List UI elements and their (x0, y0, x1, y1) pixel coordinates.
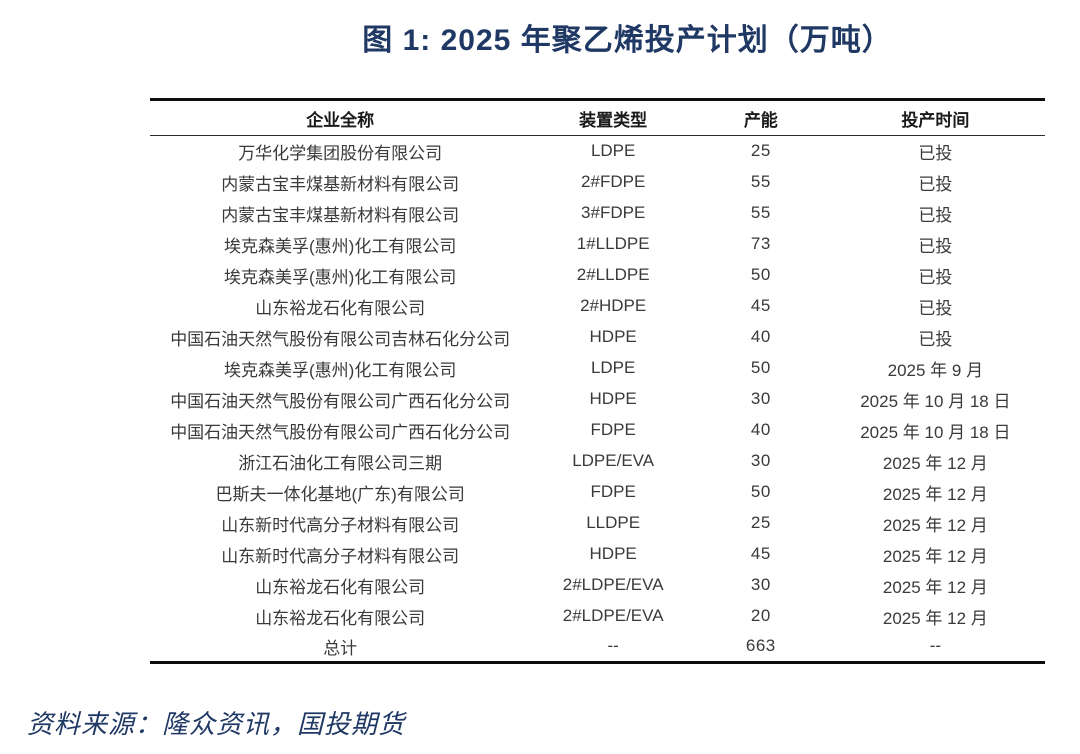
table-header-row: 企业全称 装置类型 产能 投产时间 (150, 98, 1045, 136)
cell-unit-type: 3#FDPE (581, 203, 646, 222)
cell-unit-type: FDPE (590, 420, 636, 439)
cell-unit-type: FDPE (590, 482, 636, 501)
table-row: 巴斯夫一体化基地(广东)有限公司 FDPE 50 2025 年 12 月 (150, 477, 1045, 508)
cell-company: 埃克森美孚(惠州)化工有限公司 (224, 236, 457, 256)
cell-company: 内蒙古宝丰煤基新材料有限公司 (221, 174, 460, 194)
cell-capacity: 20 (750, 606, 771, 625)
cell-company: 万华化学集团股份有限公司 (238, 143, 443, 163)
cell-start-time: 已投 (918, 143, 953, 163)
cell-start-time: 2025 年 10 月 18 日 (860, 391, 1011, 411)
figure-title: 图 1: 2025 年聚乙烯投产计划（万吨） (362, 24, 893, 57)
cell-capacity: 40 (750, 327, 771, 346)
cell-capacity: 30 (750, 451, 771, 470)
cell-unit-type: 2#LDPE/EVA (562, 575, 664, 594)
cell-unit-type: HDPE (589, 544, 637, 563)
cell-start-time: 2025 年 12 月 (882, 608, 988, 628)
cell-start-time: 已投 (918, 329, 953, 349)
cell-unit-type: HDPE (589, 327, 637, 346)
table-row: 中国石油天然气股份有限公司广西石化分公司 HDPE 30 2025 年 10 月 18… (150, 384, 1045, 415)
cell-company: 山东裕龙石化有限公司 (255, 298, 426, 318)
col-header-unit-type: 装置类型 (530, 98, 696, 136)
table-row: 内蒙古宝丰煤基新材料有限公司 2#FDPE 55 已投 (150, 167, 1045, 198)
cell-start-time: 2025 年 9 月 (887, 360, 984, 380)
cell-capacity: 73 (750, 234, 771, 253)
table-row: 万华化学集团股份有限公司 LDPE 25 已投 (150, 136, 1045, 167)
source-note: 资料来源：隆众资讯，国投期货 (27, 709, 406, 739)
cell-company: 埃克森美孚(惠州)化工有限公司 (224, 267, 457, 287)
cell-unit-type: 2#LDPE/EVA (562, 606, 664, 625)
col-header-company: 企业全称 (150, 98, 531, 136)
cell-start-time: 已投 (918, 236, 953, 256)
cell-start-time: 2025 年 10 月 18 日 (860, 422, 1011, 442)
table-row: 埃克森美孚(惠州)化工有限公司 2#LLDPE 50 已投 (150, 260, 1045, 291)
cell-company: 中国石油天然气股份有限公司广西石化分公司 (170, 422, 511, 442)
cell-company: 巴斯夫一体化基地(广东)有限公司 (215, 484, 465, 504)
cell-company: 山东裕龙石化有限公司 (255, 577, 426, 597)
table-row: 总计 -- 663 -- (150, 631, 1045, 664)
cell-company: 浙江石油化工有限公司三期 (238, 453, 443, 473)
cell-unit-type: LLDPE (586, 513, 641, 532)
cell-start-time: 2025 年 12 月 (882, 484, 988, 504)
table-row: 山东裕龙石化有限公司 2#LDPE/EVA 30 2025 年 12 月 (150, 570, 1045, 601)
cell-unit-type: LDPE (590, 358, 636, 377)
cell-start-time: 2025 年 12 月 (882, 453, 988, 473)
table-row: 内蒙古宝丰煤基新材料有限公司 3#FDPE 55 已投 (150, 198, 1045, 229)
cell-unit-type: 2#FDPE (581, 172, 646, 191)
cell-start-time: 已投 (918, 267, 953, 287)
cell-capacity: 45 (750, 544, 771, 563)
cell-company: 中国石油天然气股份有限公司吉林石化分公司 (170, 329, 511, 349)
cell-unit-type: LDPE/EVA (572, 451, 655, 470)
cell-capacity: 50 (750, 482, 771, 501)
cell-company: 山东新时代高分子材料有限公司 (221, 515, 460, 535)
table-row: 浙江石油化工有限公司三期 LDPE/EVA 30 2025 年 12 月 (150, 446, 1045, 477)
cell-start-time: 已投 (918, 205, 953, 225)
cell-company: 山东裕龙石化有限公司 (255, 608, 426, 628)
cell-company: 总计 (150, 631, 531, 664)
cell-capacity: 40 (750, 420, 771, 439)
table-body: 万华化学集团股份有限公司 LDPE 25 已投 内蒙古宝丰煤基新材料有限公司 2#FDPE… (150, 136, 1045, 664)
cell-capacity: 30 (750, 389, 771, 408)
table-row: 中国石油天然气股份有限公司广西石化分公司 FDPE 40 2025 年 10 月 18… (150, 415, 1045, 446)
cell-company: 内蒙古宝丰煤基新材料有限公司 (221, 205, 460, 225)
cell-company: 中国石油天然气股份有限公司广西石化分公司 (170, 391, 511, 411)
cell-unit-type: HDPE (589, 389, 637, 408)
cell-capacity: 50 (750, 358, 771, 377)
cell-capacity: 45 (750, 296, 771, 315)
col-header-start-time: 投产时间 (825, 98, 1045, 136)
cell-start-time: 2025 年 12 月 (882, 577, 988, 597)
cell-start-time: 2025 年 12 月 (882, 515, 988, 535)
cell-unit-type: 1#LLDPE (576, 234, 650, 253)
cell-start-time: 已投 (918, 174, 953, 194)
cell-capacity: 55 (750, 172, 771, 191)
cell-capacity: 25 (750, 141, 771, 161)
table-row: 山东新时代高分子材料有限公司 LLDPE 25 2025 年 12 月 (150, 508, 1045, 539)
table-row: 中国石油天然气股份有限公司吉林石化分公司 HDPE 40 已投 (150, 322, 1045, 353)
cell-unit-type: 2#HDPE (580, 296, 647, 315)
cell-capacity: 663 (695, 631, 826, 664)
cell-unit-type: -- (530, 631, 696, 664)
cell-start-time: 2025 年 12 月 (882, 546, 988, 566)
cell-capacity: 50 (750, 265, 771, 284)
table-row: 埃克森美孚(惠州)化工有限公司 1#LLDPE 73 已投 (150, 229, 1045, 260)
production-plan-table: 企业全称 装置类型 产能 投产时间 万华化学集团股份有限公司 LDPE 25 已投 内蒙… (150, 98, 1045, 664)
cell-capacity: 55 (750, 203, 771, 222)
table-row: 山东裕龙石化有限公司 2#HDPE 45 已投 (150, 291, 1045, 322)
cell-company: 山东新时代高分子材料有限公司 (221, 546, 460, 566)
cell-start-time: -- (825, 631, 1045, 664)
table-row: 埃克森美孚(惠州)化工有限公司 LDPE 50 2025 年 9 月 (150, 353, 1045, 384)
cell-unit-type: 2#LLDPE (576, 265, 650, 284)
cell-capacity: 25 (750, 513, 771, 532)
cell-capacity: 30 (750, 575, 771, 594)
cell-start-time: 已投 (918, 298, 953, 318)
col-header-capacity: 产能 (695, 98, 826, 136)
cell-company: 埃克森美孚(惠州)化工有限公司 (224, 360, 457, 380)
cell-unit-type: LDPE (590, 141, 636, 161)
table-row: 山东裕龙石化有限公司 2#LDPE/EVA 20 2025 年 12 月 (150, 601, 1045, 632)
table-row: 山东新时代高分子材料有限公司 HDPE 45 2025 年 12 月 (150, 539, 1045, 570)
